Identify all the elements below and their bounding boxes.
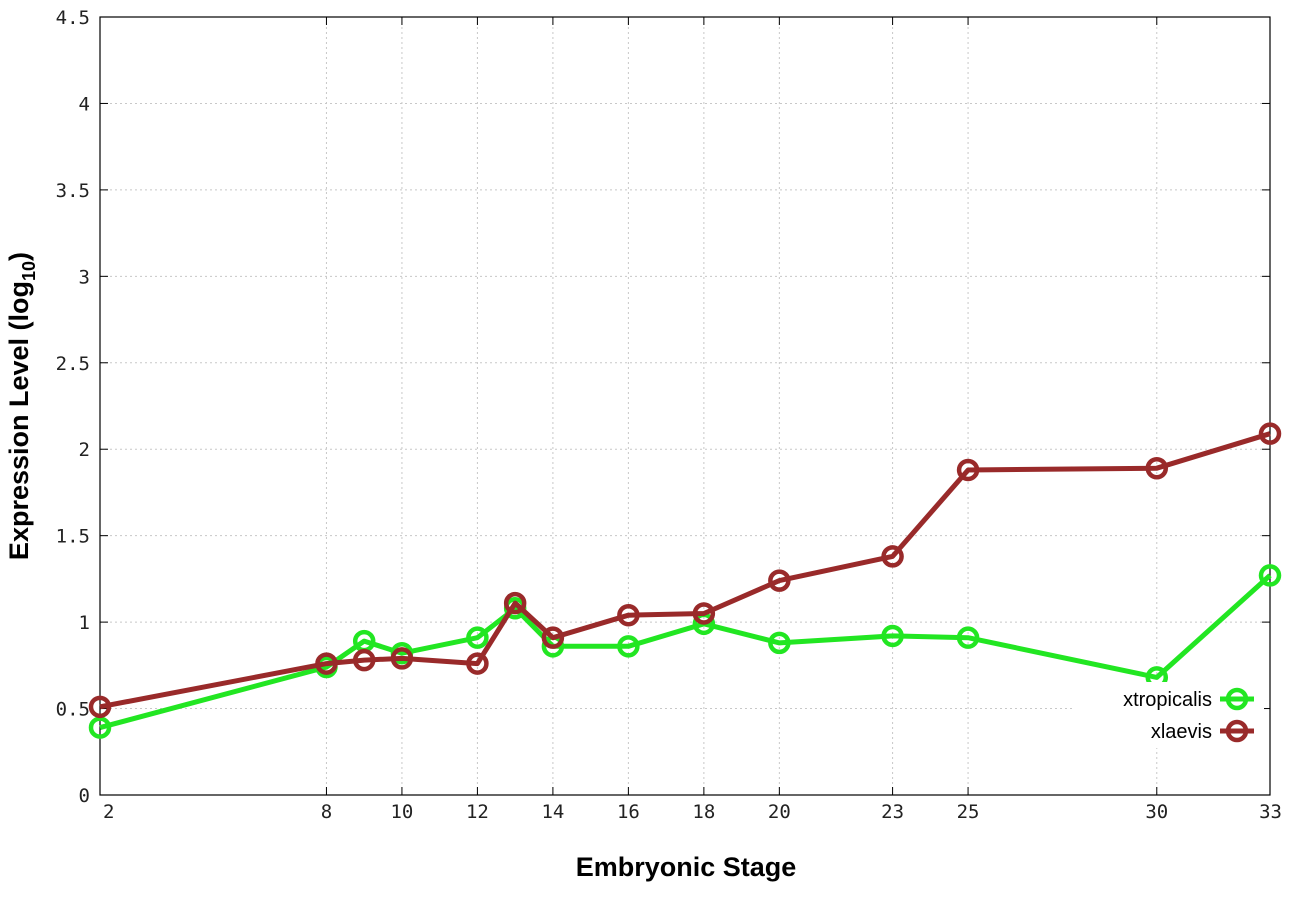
data-point xyxy=(352,648,376,672)
x-tick-label: 18 xyxy=(692,801,715,823)
data-point xyxy=(617,635,640,658)
x-tick-label: 25 xyxy=(957,801,980,823)
y-axis-title-close: ) xyxy=(4,252,34,261)
legend: xtropicalis xlaevis xyxy=(1072,682,1264,748)
plot-frame xyxy=(99,16,1271,796)
y-tick-label: 4.5 xyxy=(56,7,90,29)
x-tick-label: 20 xyxy=(768,801,791,823)
data-point xyxy=(466,652,489,675)
data-point xyxy=(692,602,716,625)
x-tick-label: 12 xyxy=(466,801,489,823)
data-point xyxy=(1258,422,1282,445)
x-tick-label: 23 xyxy=(881,801,904,823)
y-axis-title-main: Expression Level (log xyxy=(4,281,34,560)
data-point xyxy=(956,458,980,482)
data-point xyxy=(1145,456,1169,480)
data-point xyxy=(881,624,904,648)
x-tick-label: 2 xyxy=(103,801,114,823)
data-point xyxy=(1258,564,1282,587)
axis-ticks: 0 0.5 1 1.5 2 2.5 3 3.5 4 4.5 2 8 10 12 14 16 18 20 23 25 30… xyxy=(56,7,1282,823)
x-tick-label: 8 xyxy=(321,801,332,823)
data-point xyxy=(881,545,904,568)
x-tick-label: 10 xyxy=(390,801,413,823)
legend-marker xyxy=(1225,687,1249,711)
y-tick-label: 0 xyxy=(79,785,90,807)
x-tick-label: 33 xyxy=(1259,801,1282,823)
data-point xyxy=(617,603,640,627)
grid xyxy=(100,17,1270,795)
data-point xyxy=(768,569,791,592)
data-point xyxy=(503,591,527,615)
y-tick-label: 3 xyxy=(79,266,90,288)
data-point xyxy=(541,626,565,649)
legend-item-xlaevis: xlaevis xyxy=(1151,719,1254,743)
data-point xyxy=(88,695,112,719)
y-axis-title-subscript: 10 xyxy=(19,261,39,281)
data-point xyxy=(466,626,489,649)
x-tick-label: 16 xyxy=(617,801,640,823)
legend-item-xtropicalis: xtropicalis xyxy=(1123,687,1254,711)
series-lines xyxy=(88,422,1282,739)
legend-label: xlaevis xyxy=(1151,721,1212,743)
y-axis-title: Expression Level (log10) xyxy=(4,252,39,560)
x-tick-label: 30 xyxy=(1145,801,1168,823)
y-tick-label: 1 xyxy=(79,612,90,634)
data-point xyxy=(956,626,980,649)
series-line xyxy=(99,431,1271,710)
data-point xyxy=(315,652,338,675)
data-point xyxy=(390,647,414,670)
y-tick-label: 2.5 xyxy=(56,353,90,375)
data-point xyxy=(768,631,791,655)
y-tick-label: 2 xyxy=(79,439,90,461)
y-tick-label: 3.5 xyxy=(56,180,90,202)
x-tick-label: 14 xyxy=(541,801,564,823)
x-axis-title: Embryonic Stage xyxy=(576,852,797,882)
y-tick-label: 4 xyxy=(79,93,90,115)
y-tick-label: 0.5 xyxy=(56,699,90,721)
series-xlaevis xyxy=(88,422,1282,719)
y-tick-label: 1.5 xyxy=(56,526,90,548)
legend-marker xyxy=(1225,719,1249,743)
data-point xyxy=(88,716,112,739)
series-line xyxy=(99,573,1272,731)
legend-label: xtropicalis xyxy=(1123,689,1212,711)
